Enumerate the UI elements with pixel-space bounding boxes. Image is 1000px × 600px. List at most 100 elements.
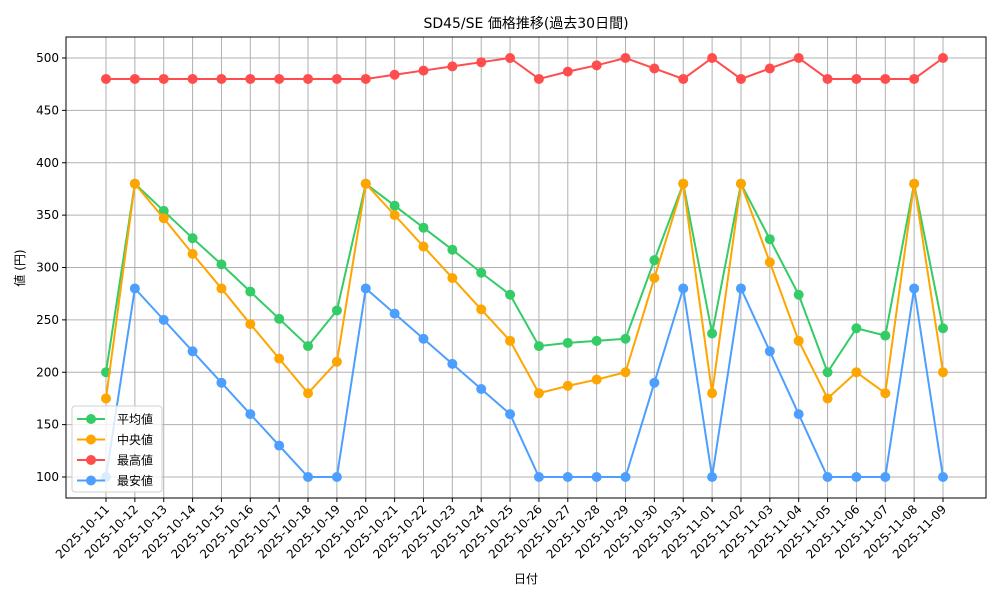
data-point-marker — [216, 283, 227, 294]
data-point-marker — [187, 248, 198, 259]
data-point-marker — [620, 472, 631, 482]
data-point-marker — [476, 384, 487, 395]
data-point-marker — [505, 289, 516, 300]
series-0 — [101, 178, 948, 378]
data-point-marker — [678, 73, 689, 84]
data-point-marker — [331, 305, 342, 316]
data-point-marker — [158, 73, 169, 84]
data-point-marker — [187, 73, 198, 84]
data-point-marker — [764, 257, 775, 268]
data-point-marker — [533, 472, 544, 482]
data-point-marker — [678, 283, 689, 294]
data-point-marker — [938, 53, 948, 63]
data-point-marker — [418, 333, 429, 344]
data-point-marker — [303, 472, 314, 482]
data-point-marker — [158, 314, 169, 325]
data-point-marker — [129, 178, 140, 189]
x-axis: 2025-10-112025-10-122025-10-132025-10-14… — [53, 498, 949, 561]
data-point-marker — [533, 73, 544, 84]
data-point-marker — [909, 283, 920, 294]
legend-label: 平均値 — [117, 412, 153, 427]
x-axis-label: 日付 — [514, 572, 538, 586]
legend-marker — [86, 455, 96, 465]
data-point-marker — [764, 63, 775, 74]
data-point-marker — [562, 380, 573, 391]
legend-marker — [86, 475, 96, 486]
data-point-marker — [822, 367, 833, 378]
data-point-marker — [389, 69, 400, 80]
y-axis: 100 150 200 250 300 350 400 450 500 — [36, 51, 66, 484]
data-point-marker — [216, 377, 227, 388]
data-point-marker — [331, 73, 342, 84]
data-point-marker — [447, 61, 458, 72]
data-point-marker — [620, 53, 631, 63]
data-point-marker — [822, 393, 833, 404]
data-point-marker — [591, 60, 602, 71]
data-point-marker — [245, 319, 256, 330]
series-line — [105, 181, 944, 401]
data-point-marker — [707, 388, 718, 399]
chart-title: SD45/SE 価格推移(過去30日間) — [423, 16, 628, 32]
data-point-marker — [187, 346, 198, 357]
legend-box — [71, 405, 163, 493]
data-point-marker — [476, 57, 487, 68]
data-point-marker — [216, 73, 227, 84]
data-point-marker — [909, 73, 920, 84]
y-tick-label: 200 — [36, 365, 59, 379]
data-point-marker — [735, 73, 746, 84]
legend-marker — [86, 414, 96, 424]
data-point-marker — [735, 178, 746, 189]
series-line — [105, 180, 944, 375]
y-tick-label: 400 — [36, 156, 59, 170]
data-point-marker — [447, 272, 458, 283]
data-point-marker — [274, 353, 285, 364]
series-1 — [101, 178, 948, 404]
data-point-marker — [822, 472, 833, 482]
data-point-marker — [851, 367, 862, 378]
y-tick-label: 150 — [36, 418, 59, 432]
data-point-marker — [505, 409, 516, 420]
legend-label: 中央値 — [117, 432, 153, 447]
data-point-marker — [620, 333, 631, 344]
data-point-marker — [678, 178, 689, 189]
data-point-marker — [331, 472, 342, 482]
series-2 — [101, 53, 948, 84]
data-point-marker — [591, 374, 602, 385]
data-point-marker — [476, 304, 487, 315]
data-point-marker — [303, 388, 314, 399]
data-point-marker — [389, 210, 400, 221]
data-point-marker — [505, 53, 516, 63]
data-point-marker — [360, 73, 371, 84]
y-tick-label: 450 — [36, 103, 59, 117]
data-point-marker — [274, 73, 285, 84]
data-point-marker — [938, 323, 948, 334]
data-point-marker — [793, 53, 804, 63]
data-point-marker — [418, 241, 429, 252]
series-lines — [101, 53, 948, 482]
data-point-marker — [620, 367, 631, 378]
data-point-marker — [793, 409, 804, 420]
data-point-marker — [938, 472, 948, 482]
data-point-marker — [909, 178, 920, 189]
legend-label: 最安値 — [117, 473, 153, 488]
data-point-marker — [851, 73, 862, 84]
series-line — [106, 56, 944, 81]
data-point-marker — [216, 259, 227, 270]
y-tick-label: 350 — [36, 208, 59, 222]
y-tick-label: 250 — [36, 313, 59, 327]
data-point-marker — [562, 337, 573, 348]
data-point-marker — [735, 283, 746, 294]
data-point-marker — [158, 213, 169, 224]
data-point-marker — [476, 267, 487, 278]
data-point-marker — [649, 63, 660, 74]
y-tick-label: 300 — [36, 261, 59, 275]
data-point-marker — [129, 73, 140, 84]
data-point-marker — [880, 388, 891, 399]
data-point-marker — [938, 367, 948, 378]
data-point-marker — [764, 346, 775, 357]
data-point-marker — [851, 472, 862, 482]
series-3 — [101, 283, 948, 482]
data-point-marker — [245, 73, 256, 84]
